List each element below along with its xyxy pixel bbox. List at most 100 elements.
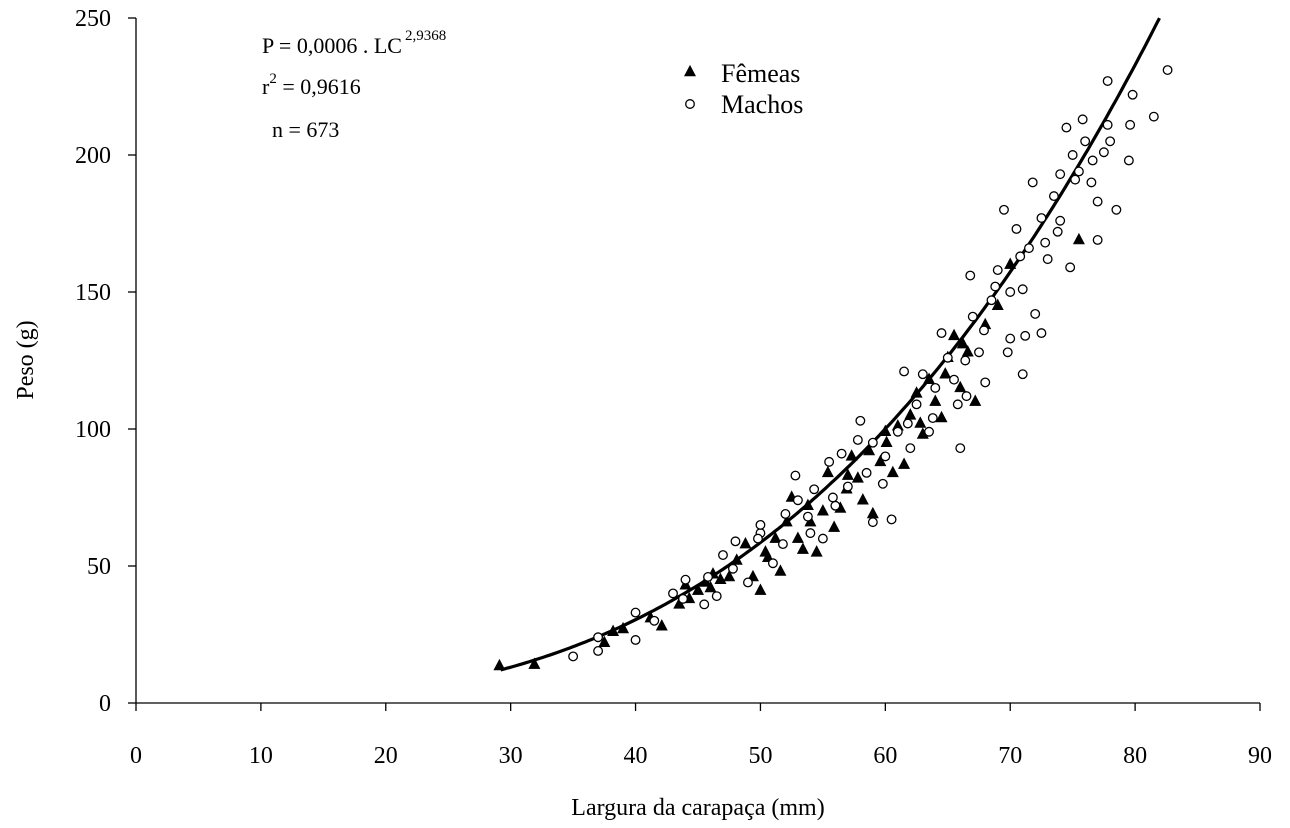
point-machos — [777, 539, 788, 550]
point-femeas — [856, 493, 869, 505]
point-machos — [1015, 251, 1026, 262]
point-machos — [867, 437, 878, 448]
y-axis-title: Peso (g) — [13, 320, 39, 399]
point-femeas — [886, 465, 899, 478]
point-femeas — [948, 328, 961, 341]
point-femeas — [816, 504, 829, 516]
point-femeas — [655, 619, 668, 631]
point-machos — [1017, 369, 1028, 380]
point-machos — [1011, 224, 1022, 234]
point-machos — [805, 528, 816, 539]
point-machos — [899, 366, 910, 377]
point-machos — [1125, 119, 1136, 130]
point-femeas — [880, 435, 893, 447]
point-machos — [680, 574, 691, 585]
point-machos — [1036, 213, 1047, 223]
y-tick-label: 50 — [87, 554, 111, 580]
point-femeas — [714, 572, 727, 584]
point-machos — [852, 435, 863, 445]
point-machos — [1111, 204, 1122, 215]
x-tick-label: 60 — [873, 743, 897, 769]
equation-text: P = 0,0006 . LC 2,9368 — [262, 28, 446, 58]
point-machos — [1148, 111, 1159, 122]
point-femeas — [493, 658, 506, 671]
point-femeas — [692, 583, 704, 595]
legend-marker-machos — [685, 99, 695, 109]
x-tick-label: 70 — [998, 743, 1022, 769]
point-machos — [630, 635, 641, 645]
point-machos — [867, 517, 878, 528]
point-machos — [593, 645, 604, 656]
point-machos — [830, 500, 841, 511]
point-machos — [905, 443, 916, 454]
point-machos — [936, 328, 947, 339]
point-machos — [979, 325, 989, 336]
point-femeas — [910, 386, 923, 398]
point-machos — [1065, 262, 1076, 273]
point-femeas — [528, 657, 541, 669]
point-machos — [780, 508, 791, 519]
point-machos — [703, 572, 713, 582]
point-femeas — [904, 408, 917, 420]
point-machos — [792, 495, 803, 506]
point-femeas — [796, 542, 809, 554]
r-squared-text: r2 = 0,9616 — [262, 71, 361, 99]
point-machos — [1067, 150, 1078, 160]
point-machos — [1027, 177, 1038, 188]
ticks: 0 10 20 30 40 50 60 70 80 90 0 50 100 150 200 250 — [75, 6, 1272, 769]
point-machos — [630, 607, 641, 618]
point-femeas — [969, 394, 982, 406]
point-machos — [1073, 166, 1084, 177]
y-tick-label: 100 — [75, 417, 111, 443]
point-femeas — [598, 635, 611, 647]
point-femeas — [935, 410, 948, 423]
y-tick-label: 150 — [75, 280, 111, 306]
point-machos — [1061, 122, 1072, 133]
point-machos — [1052, 226, 1063, 237]
n-text: n = 673 — [272, 117, 339, 142]
point-femeas — [929, 394, 942, 406]
point-femeas — [791, 531, 804, 543]
point-machos — [952, 399, 963, 410]
point-machos — [728, 563, 738, 574]
point-machos — [1048, 191, 1059, 202]
point-machos — [1162, 65, 1173, 76]
point-femeas — [607, 624, 620, 637]
point-machos — [1080, 136, 1091, 147]
point-machos — [668, 588, 678, 599]
point-machos — [861, 467, 872, 478]
point-machos — [855, 415, 866, 426]
point-machos — [902, 418, 913, 429]
point-machos — [1020, 330, 1031, 341]
point-machos — [1036, 328, 1047, 339]
legend-label-femeas: Fêmeas — [721, 59, 800, 88]
point-machos — [892, 426, 903, 437]
point-femeas — [801, 498, 814, 510]
point-femeas — [866, 506, 879, 519]
point-machos — [836, 448, 847, 459]
point-machos — [1086, 177, 1097, 188]
point-machos — [1024, 243, 1034, 254]
point-machos — [678, 593, 688, 604]
point-machos — [568, 651, 579, 662]
point-machos — [974, 347, 984, 358]
axes — [135, 18, 1260, 704]
point-machos — [824, 456, 835, 467]
legend-marker-circle — [685, 99, 695, 109]
y-tick-label: 0 — [99, 691, 111, 717]
point-femeas — [759, 545, 772, 557]
point-machos — [649, 615, 660, 626]
point-machos — [924, 426, 934, 437]
point-femeas — [1004, 257, 1017, 269]
x-tick-label: 90 — [1248, 743, 1272, 769]
point-machos — [967, 311, 978, 322]
x-tick-label: 20 — [374, 743, 398, 769]
point-femeas — [704, 580, 717, 593]
point-machos — [1123, 155, 1134, 166]
r-squared-base: r — [262, 74, 270, 99]
r-squared-value: = 0,9616 — [277, 74, 361, 99]
fit-curve — [500, 17, 1161, 672]
point-machos — [927, 413, 938, 423]
point-machos — [917, 369, 928, 380]
